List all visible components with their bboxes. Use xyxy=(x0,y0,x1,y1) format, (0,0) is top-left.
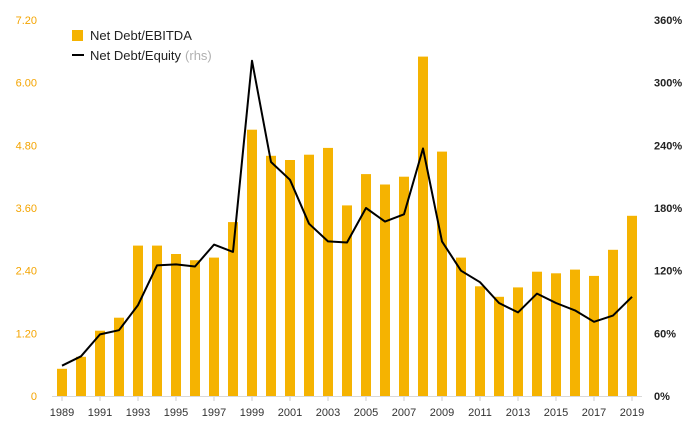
x-tick-label: 2011 xyxy=(468,407,492,419)
bar-2011 xyxy=(475,286,485,396)
bar-2016 xyxy=(570,269,580,396)
x-tick-label: 2005 xyxy=(354,407,378,419)
y-right-tick-label: 120% xyxy=(654,266,682,278)
legend-label-net-debt-equity: Net Debt/Equity (rhs) xyxy=(90,48,212,63)
bar-2012 xyxy=(494,296,504,396)
y-right-tick-label: 240% xyxy=(654,140,682,152)
bar-2013 xyxy=(513,287,523,396)
x-tick-label: 2007 xyxy=(392,407,416,419)
legend-label-rhs-suffix: (rhs) xyxy=(185,48,212,63)
bar-1990 xyxy=(76,356,86,396)
bar-2004 xyxy=(342,205,352,396)
x-tick-label: 2015 xyxy=(544,407,568,419)
y-left-tick-label: 2.40 xyxy=(16,266,37,278)
bar-2017 xyxy=(589,275,599,396)
bar-2018 xyxy=(608,249,618,396)
x-tick-label: 1993 xyxy=(126,407,150,419)
y-left-tick-label: 7.20 xyxy=(16,15,37,27)
legend-label-net-debt-equity-name: Net Debt/Equity xyxy=(90,48,182,63)
y-left-tick-label: 1.20 xyxy=(16,328,37,340)
x-tick-label: 1991 xyxy=(88,407,112,419)
y-left-tick-label: 0 xyxy=(31,391,37,403)
bar-2002 xyxy=(304,154,314,396)
bar-1994 xyxy=(152,245,162,396)
bar-2007 xyxy=(399,176,409,396)
x-tick-label: 1999 xyxy=(240,407,264,419)
bar-1989 xyxy=(57,368,67,396)
y-left-tick-label: 3.60 xyxy=(16,203,37,215)
bar-2000 xyxy=(266,155,276,396)
bars-group xyxy=(57,56,637,396)
bar-1997 xyxy=(209,257,219,396)
y-right-tick-label: 180% xyxy=(654,203,682,215)
bar-2008 xyxy=(418,56,428,396)
axes-group: 0 1.20 2.40 3.60 4.80 6.00 7.20 0% 60% 120% 180% 24… xyxy=(16,15,683,419)
legend-label-net-debt-ebitda: Net Debt/EBITDA xyxy=(90,28,192,43)
x-tick-label: 1989 xyxy=(50,407,74,419)
x-tick-label: 2019 xyxy=(620,407,644,419)
y-right-tick-label: 300% xyxy=(654,78,682,90)
bar-2014 xyxy=(532,271,542,396)
y-right-tick-label: 0% xyxy=(654,391,670,403)
line-net-debt-equity xyxy=(61,59,633,367)
x-tick-label: 1995 xyxy=(164,407,188,419)
bar-2015 xyxy=(551,273,561,396)
y-left-tick-label: 6.00 xyxy=(16,78,37,90)
bar-2003 xyxy=(323,147,333,396)
legend-swatch-net-debt-ebitda xyxy=(72,30,83,41)
bar-2001 xyxy=(285,160,295,396)
bar-2009 xyxy=(437,151,447,396)
bar-2019 xyxy=(627,215,637,396)
x-tick-label: 2017 xyxy=(582,407,606,419)
x-tick-label: 2003 xyxy=(316,407,340,419)
y-right-tick-label: 360% xyxy=(654,15,682,27)
bar-1991 xyxy=(95,330,105,396)
bar-1992 xyxy=(114,317,124,396)
bar-2006 xyxy=(380,184,390,396)
x-tick-label: 2013 xyxy=(506,407,530,419)
bar-1998 xyxy=(228,222,238,396)
x-tick-label: 1997 xyxy=(202,407,226,419)
x-tick-label: 2001 xyxy=(278,407,302,419)
legend: Net Debt/EBITDA Net Debt/Equity (rhs) xyxy=(72,28,212,63)
y-left-tick-label: 4.80 xyxy=(16,140,37,152)
line-group xyxy=(61,59,633,367)
bar-2010 xyxy=(456,257,466,396)
bar-1993 xyxy=(133,245,143,396)
bar-1996 xyxy=(190,260,200,396)
bar-1995 xyxy=(171,254,181,396)
x-tick-label: 2009 xyxy=(430,407,454,419)
y-right-tick-label: 60% xyxy=(654,328,676,340)
bar-1999 xyxy=(247,129,257,396)
bar-2005 xyxy=(361,174,371,396)
